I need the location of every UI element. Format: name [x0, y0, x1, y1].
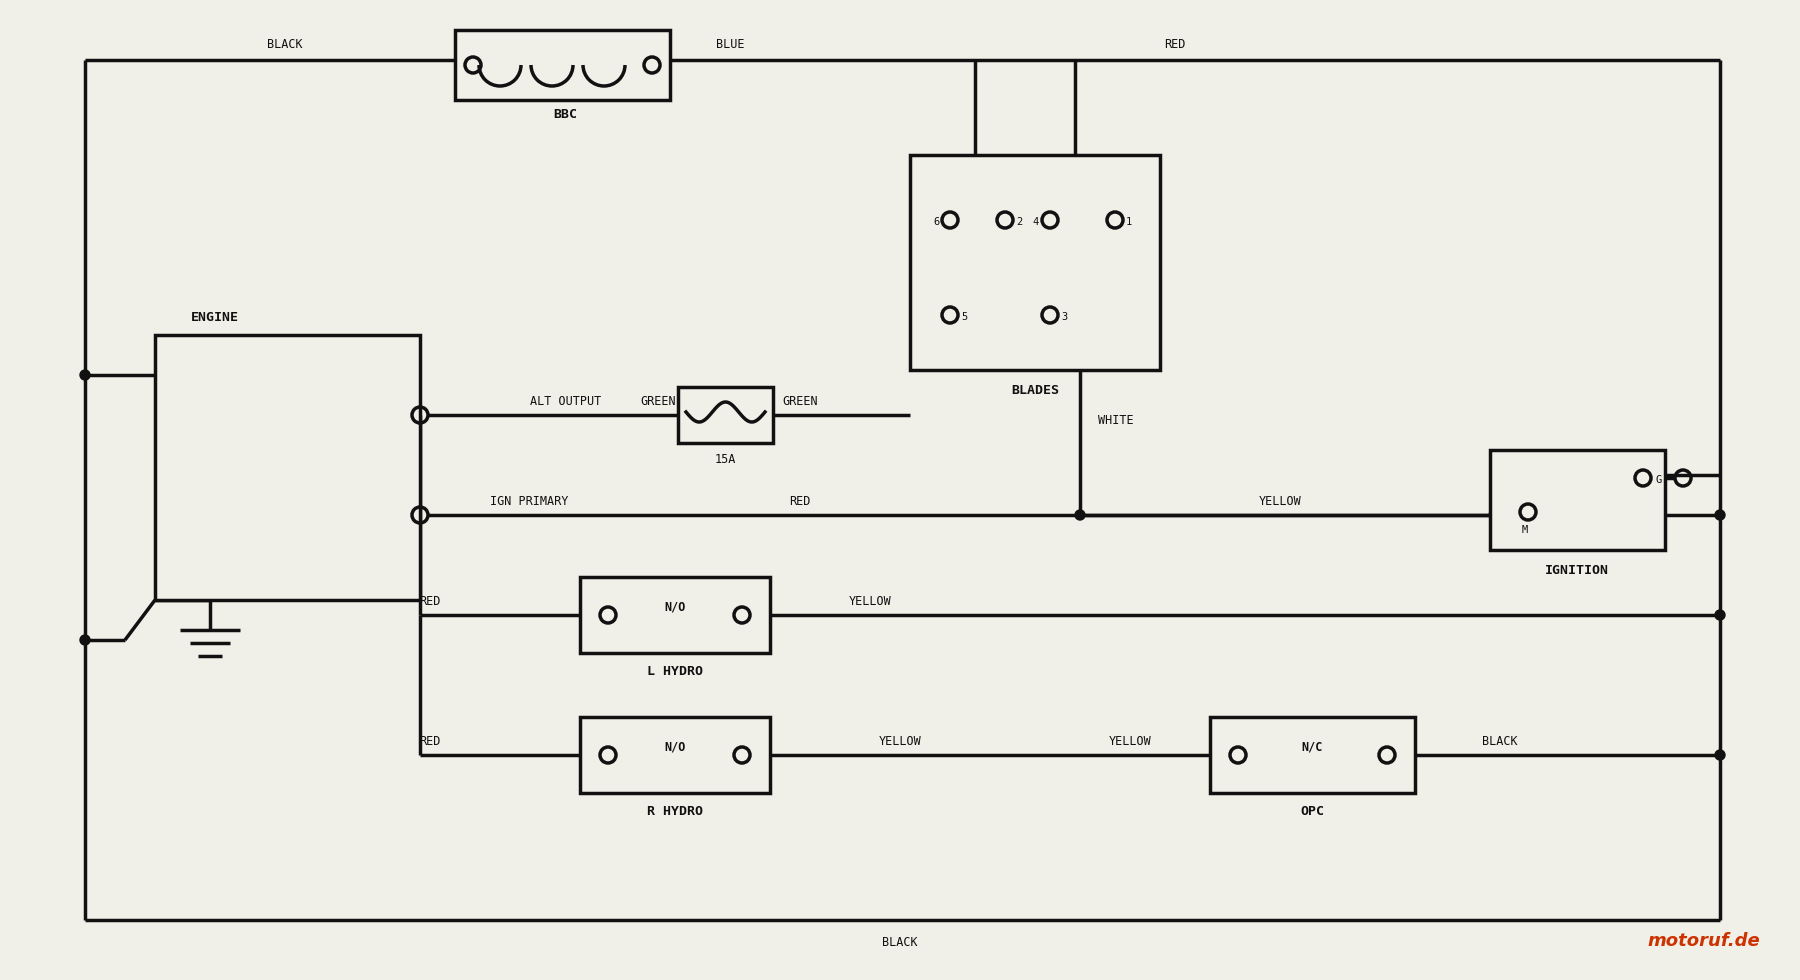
Bar	[580, 717, 770, 793]
Text: 2: 2	[1015, 217, 1022, 227]
Text: BLACK: BLACK	[266, 38, 302, 52]
Text: 15A: 15A	[715, 453, 736, 466]
Circle shape	[79, 635, 90, 645]
Bar	[1210, 717, 1415, 793]
Text: ENGINE: ENGINE	[191, 311, 239, 323]
Text: BLACK: BLACK	[882, 936, 918, 949]
Text: RED: RED	[419, 595, 441, 608]
Text: 4: 4	[1033, 217, 1039, 227]
Text: N/C: N/C	[1301, 741, 1323, 754]
Text: N/O: N/O	[664, 601, 686, 613]
Text: GREEN: GREEN	[641, 395, 675, 408]
Text: BBC: BBC	[553, 109, 578, 122]
Text: BLUE: BLUE	[716, 38, 743, 52]
Text: YELLOW: YELLOW	[1109, 734, 1152, 748]
Text: N/O: N/O	[664, 741, 686, 754]
Text: RED: RED	[790, 495, 810, 508]
Text: IGN PRIMARY: IGN PRIMARY	[490, 495, 569, 508]
Text: YELLOW: YELLOW	[1258, 495, 1301, 508]
Text: 1: 1	[1125, 217, 1132, 227]
Text: BLACK: BLACK	[1481, 734, 1517, 748]
Bar	[679, 387, 772, 443]
Text: 5: 5	[961, 312, 967, 322]
Bar	[580, 577, 770, 653]
Circle shape	[1715, 510, 1724, 520]
Text: GREEN: GREEN	[783, 395, 817, 408]
Text: YELLOW: YELLOW	[848, 595, 891, 608]
Circle shape	[1075, 510, 1085, 520]
Text: WHITE: WHITE	[1098, 414, 1134, 426]
Bar	[911, 155, 1159, 370]
Bar	[155, 335, 419, 600]
Text: M: M	[1521, 525, 1528, 535]
Text: RED: RED	[1165, 38, 1186, 52]
Text: R HYDRO: R HYDRO	[646, 805, 704, 817]
Text: 6: 6	[932, 217, 940, 227]
Text: BLADES: BLADES	[1012, 383, 1058, 397]
Circle shape	[79, 370, 90, 380]
Text: ALT OUTPUT: ALT OUTPUT	[529, 395, 601, 408]
Text: OPC: OPC	[1300, 805, 1325, 817]
Text: L HYDRO: L HYDRO	[646, 664, 704, 677]
Text: RED: RED	[419, 734, 441, 748]
Text: YELLOW: YELLOW	[878, 734, 922, 748]
Text: 3: 3	[1060, 312, 1067, 322]
Bar	[455, 30, 670, 100]
Circle shape	[1715, 750, 1724, 760]
Text: G: G	[1656, 475, 1661, 485]
Text: IGNITION: IGNITION	[1544, 564, 1609, 576]
Text: motoruf.de: motoruf.de	[1647, 932, 1760, 950]
Circle shape	[1715, 610, 1724, 620]
Bar	[1490, 450, 1665, 550]
